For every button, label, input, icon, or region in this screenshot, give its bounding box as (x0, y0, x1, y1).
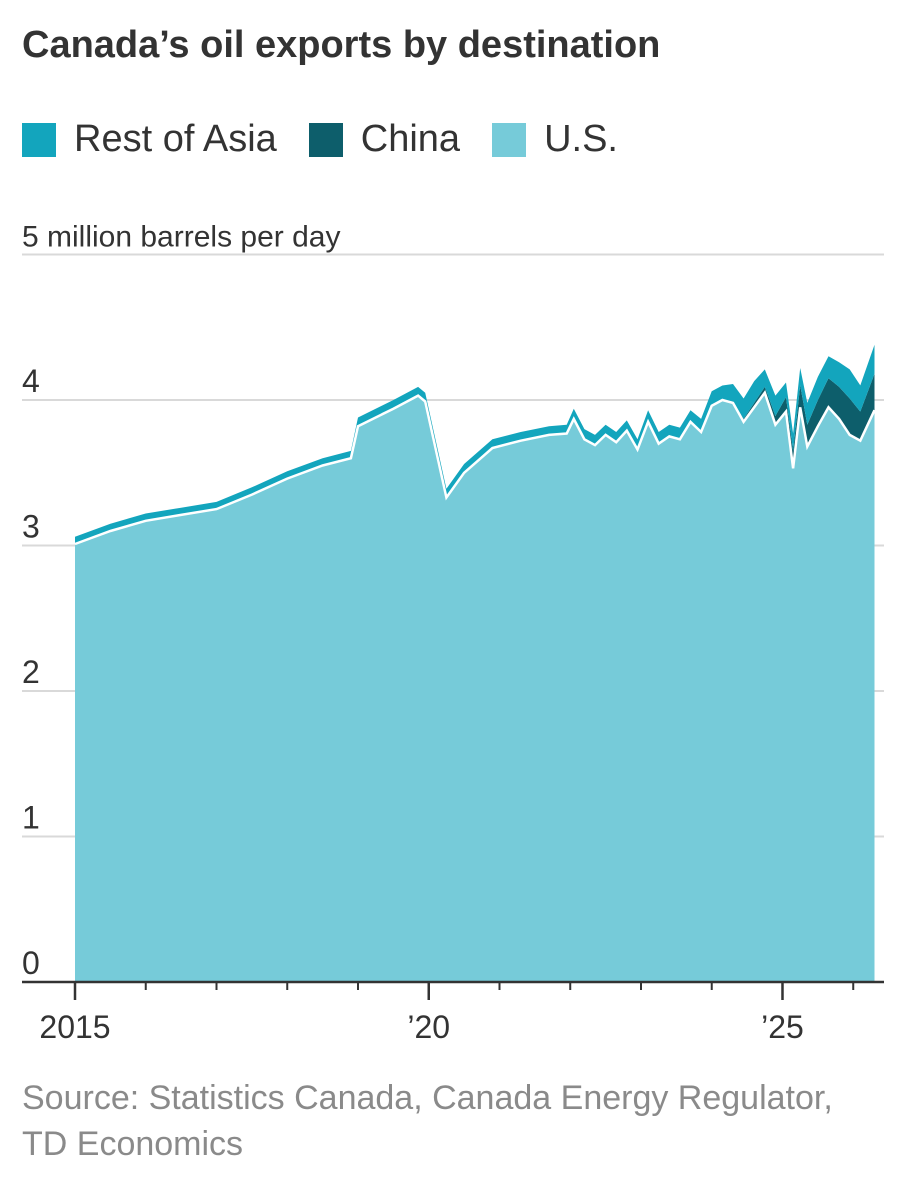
y-tick-label-0: 0 (22, 945, 40, 981)
area-series (74, 344, 876, 982)
legend: Rest of Asia China U.S. (22, 118, 650, 161)
legend-label-us: U.S. (544, 118, 618, 160)
y-tick-label-3: 3 (22, 509, 40, 545)
legend-swatch-us (492, 122, 527, 157)
y-tick-label-2: 2 (22, 654, 40, 690)
legend-label-china: China (360, 118, 461, 160)
y-tick-labels: 0 1 2 3 4 5 million barrels per day (22, 221, 340, 982)
chart-title: Canada’s oil exports by destination (22, 24, 661, 66)
x-axis: 2015 ’20 ’25 (22, 980, 884, 1045)
y-tick-label-4: 4 (22, 363, 40, 399)
source-note: Source: Statistics Canada, Canada Energy… (22, 1079, 833, 1163)
legend-item-us: U.S. (492, 118, 618, 161)
y-unit-label: 5 million barrels per day (22, 221, 340, 254)
x-tick-label-2015: 2015 (39, 1009, 110, 1045)
legend-swatch-china (308, 122, 343, 157)
x-tick-label-2025: ’25 (761, 1009, 804, 1045)
y-tick-label-1: 1 (22, 800, 40, 836)
area-u-s (75, 392, 875, 982)
us-separator-line (74, 389, 876, 546)
legend-item-china: China (308, 118, 461, 161)
x-tick-label-2020: ’20 (407, 1009, 450, 1045)
legend-swatch-rest-of-asia (22, 122, 56, 157)
legend-label-rest-of-asia: Rest of Asia (74, 118, 277, 160)
chart-plot: 0 1 2 3 4 5 million barrels per day 2015 ’20 ’2… (22, 221, 884, 1045)
legend-item-rest-of-asia: Rest of Asia (22, 118, 277, 161)
